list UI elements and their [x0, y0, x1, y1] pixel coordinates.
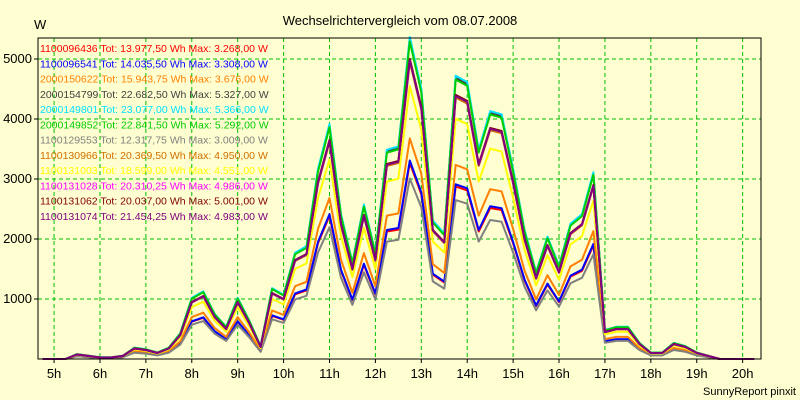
legend-entry: 1100131062 Tot: 20.037,00 Wh Max: 5.001,…	[40, 196, 268, 208]
y-tick-label: 2000	[3, 231, 32, 246]
legend-entry: 2000150622 Tot: 15.943,75 Wh Max: 3.676,…	[40, 74, 269, 86]
x-tick-label: 18h	[640, 366, 662, 381]
x-tick-label: 7h	[139, 366, 153, 381]
credit-text: SunnyReport pinxit	[703, 386, 796, 398]
chart-title: Wechselrichtervergleich vom 08.07.2008	[283, 13, 518, 28]
x-tick-label: 20h	[732, 366, 754, 381]
x-tick-label: 9h	[230, 366, 244, 381]
series-lines	[42, 36, 755, 360]
legend-entry: 1100129553 Tot: 12.317,75 Wh Max: 3.009,…	[40, 135, 268, 147]
legend-entry: 1100130966 Tot: 20.369,50 Wh Max: 4.950,…	[40, 150, 268, 162]
x-tick-label: 10h	[273, 366, 295, 381]
y-axis-unit-label: W	[34, 17, 47, 32]
y-tick-label: 4000	[3, 111, 32, 126]
x-tick-label: 6h	[93, 366, 107, 381]
legend-entry: 1100131028 Tot: 20.310,25 Wh Max: 4.986,…	[40, 180, 268, 192]
legend-entry: 2000149801 Tot: 23.077,00 Wh Max: 5.366,…	[40, 104, 269, 116]
x-tick-label: 19h	[686, 366, 708, 381]
legend-entry: 2000154799 Tot: 22.682,50 Wh Max: 5.327,…	[40, 89, 269, 101]
y-tick-label: 1000	[3, 291, 32, 306]
x-tick-label: 8h	[185, 366, 199, 381]
series-line-1100129553	[42, 177, 755, 360]
legend: 1100096436 Tot: 13.977,50 Wh Max: 3.268,…	[40, 43, 269, 223]
x-tick-label: 16h	[548, 366, 570, 381]
x-axis: 5h 6h 7h 8h 9h 10h 11h 12h 13h 14h 15h 16h 17h 18h 19h…	[47, 359, 754, 381]
plot-frame	[37, 37, 762, 360]
y-tick-label: 5000	[3, 51, 32, 66]
x-tick-label: 5h	[47, 366, 61, 381]
legend-entry: 1100131003 Tot: 18.599,00 Wh Max: 4.551,…	[40, 165, 268, 177]
legend-entry: 1100096541 Tot: 14.035,50 Wh Max: 3.308,…	[40, 58, 268, 70]
y-axis: 1000 2000 3000 4000 5000	[3, 51, 38, 306]
x-tick-label: 13h	[410, 366, 432, 381]
x-tick-label: 17h	[594, 366, 616, 381]
x-tick-label: 12h	[365, 366, 387, 381]
legend-entry: 1100131074 Tot: 21.454,25 Wh Max: 4.983,…	[40, 211, 268, 223]
y-tick-label: 3000	[3, 171, 32, 186]
legend-entry: 2000149852 Tot: 22.841,50 Wh Max: 5.292,…	[40, 119, 269, 131]
legend-entry: 1100096436 Tot: 13.977,50 Wh Max: 3.268,…	[40, 43, 268, 55]
x-tick-label: 11h	[319, 366, 340, 381]
series-line-1100131074	[42, 59, 755, 360]
x-tick-label: 14h	[456, 366, 478, 381]
x-tick-label: 15h	[502, 366, 524, 381]
